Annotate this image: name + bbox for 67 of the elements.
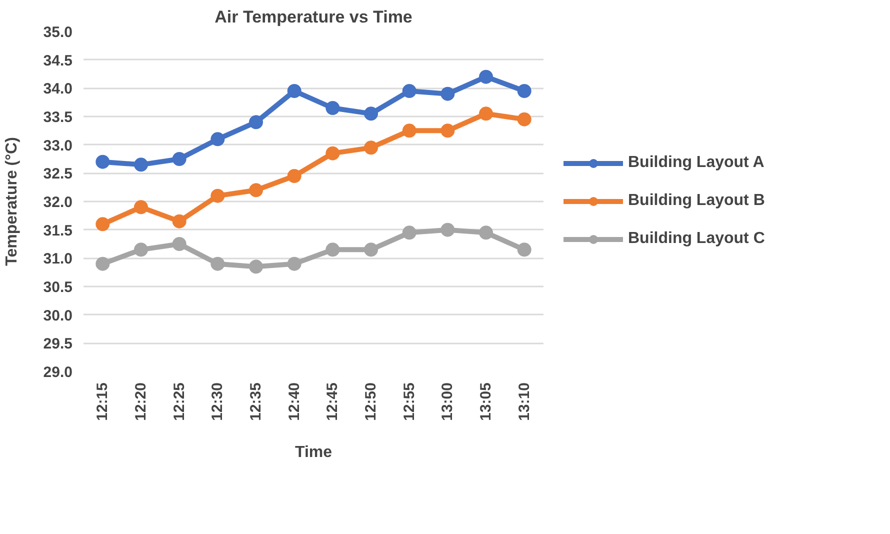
point: [326, 101, 340, 115]
point: [440, 222, 455, 237]
x-tick-label: 12:45: [324, 382, 342, 421]
x-tick-label: 12:40: [286, 382, 303, 421]
y-tick-label: 32.5: [43, 166, 73, 183]
chart-title: Air Temperature vs Time: [214, 8, 412, 26]
point: [402, 84, 416, 98]
y-tick-label: 35.0: [43, 24, 73, 41]
y-tick-label: 29.0: [43, 364, 73, 381]
x-tick-label: 13:00: [439, 382, 456, 421]
point: [134, 200, 148, 214]
y-tick-label: 34.0: [43, 80, 73, 98]
point: [172, 214, 186, 228]
legend-label: Building Layout C: [628, 230, 765, 248]
point: [210, 256, 225, 271]
x-tick-label: 13:05: [478, 382, 494, 421]
y-tick-label: 33.0: [43, 137, 73, 154]
point: [479, 106, 493, 121]
x-tick-label: 12:20: [132, 382, 150, 421]
x-tick-label: 13:10: [516, 382, 533, 421]
y-tick-label: 31.5: [43, 222, 73, 240]
point: [287, 169, 302, 183]
y-tick-label: 32.0: [43, 194, 73, 211]
x-tick-label: 12:25: [170, 382, 188, 421]
point: [210, 188, 225, 203]
y-tick-label: 33.5: [43, 109, 73, 126]
point: [287, 84, 302, 98]
point: [440, 86, 455, 101]
y-tick-label: 30.0: [43, 307, 73, 324]
x-tick-label: 12:15: [94, 382, 112, 421]
x-tick-label: 12:50: [362, 382, 380, 421]
point: [134, 242, 148, 257]
point: [364, 140, 378, 155]
point: [172, 152, 186, 166]
point: [326, 146, 340, 160]
point: [364, 242, 378, 257]
point: [134, 158, 148, 172]
y-tick-label: 29.5: [43, 336, 73, 353]
point: [96, 256, 110, 271]
point: [517, 112, 532, 126]
x-axis-title: Time: [294, 444, 332, 461]
point: [96, 217, 110, 232]
point: [249, 115, 263, 130]
x-tick-label: 12:35: [248, 382, 264, 421]
point: [364, 106, 378, 121]
point: [249, 183, 263, 198]
point: [479, 226, 493, 240]
point: [402, 226, 416, 240]
point: [326, 242, 340, 257]
y-tick-label: 30.5: [43, 279, 73, 296]
y-tick-label: 34.5: [43, 52, 73, 70]
y-axis-title: Temperature (°C): [3, 137, 20, 266]
point: [287, 256, 302, 271]
x-tick-label: 12:30: [209, 382, 226, 421]
point: [517, 242, 532, 257]
point: [402, 124, 416, 138]
legend-label: Building Layout A: [628, 154, 764, 172]
point: [172, 237, 186, 251]
point: [479, 70, 493, 84]
y-tick-label: 31.0: [43, 250, 73, 268]
point: [440, 124, 455, 138]
point: [517, 84, 532, 98]
point: [210, 132, 225, 146]
legend-label: Building Layout B: [628, 192, 765, 210]
x-tick-label: 12:55: [400, 382, 418, 421]
point: [249, 260, 263, 274]
point: [96, 154, 110, 169]
